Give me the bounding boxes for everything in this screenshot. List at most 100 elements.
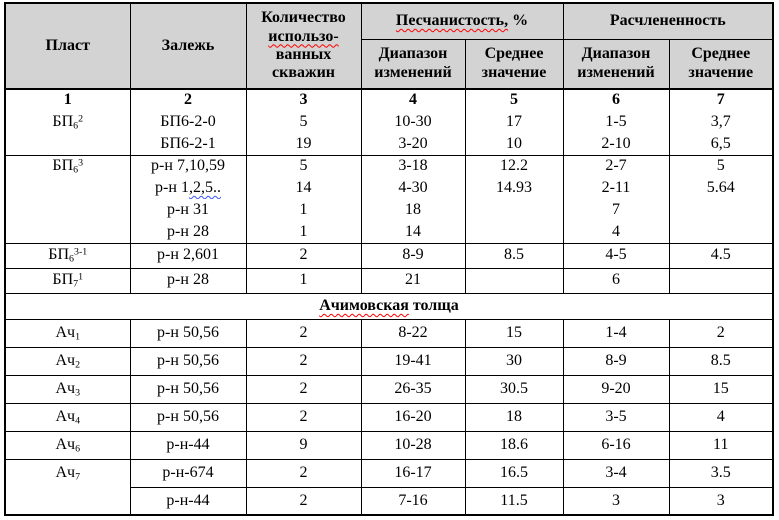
cell-wells: 19 bbox=[245, 133, 362, 156]
cell-zalezh: р-н-44 bbox=[129, 487, 247, 516]
table-row: БП6-2-1 19 3-20 10 2-10 6,5 bbox=[4, 133, 774, 156]
plast-sub: 7 bbox=[75, 470, 81, 482]
cell-zalezh: р-н 50,56 bbox=[129, 347, 247, 376]
cell-sand-mean: 16.5 bbox=[464, 459, 564, 488]
cell-wells: 2 bbox=[245, 459, 362, 488]
header-diss-range: Диапазон изменений bbox=[562, 38, 670, 90]
geology-parameters-table: Пласт Залежь Количество использо- ванных… bbox=[4, 2, 774, 516]
cell-diss-range: 7 bbox=[562, 199, 670, 221]
cell-diss-range: 1-5 bbox=[562, 111, 670, 133]
cell-wells: 2 bbox=[245, 403, 362, 432]
cell-diss-mean: 4 bbox=[668, 403, 774, 432]
cell-sand-mean: 30 bbox=[464, 347, 564, 376]
cell-diss-mean: 15 bbox=[668, 375, 774, 404]
table-row: Ач7 р-н-674 2 16-17 16.5 3-4 3.5 bbox=[4, 459, 774, 516]
cell-plast: БП62 bbox=[4, 111, 131, 133]
plast-sub: 6 bbox=[73, 120, 79, 132]
cell-diss-mean bbox=[668, 221, 774, 244]
cell-diss-mean: 5.64 bbox=[668, 177, 774, 199]
section-title: Ачимовская толща bbox=[5, 293, 773, 320]
plast-sup: 1 bbox=[78, 271, 84, 283]
table-row: р-н 1,2,5.. 14 4-30 14.93 2-11 5.64 bbox=[4, 177, 774, 199]
cell-sand-mean: 10 bbox=[464, 133, 564, 156]
cell-zalezh: р-н 2,601 bbox=[129, 243, 247, 269]
cell-sand-range: 14 bbox=[360, 221, 466, 244]
section-header-row: Ачимовская толща bbox=[5, 293, 773, 320]
cell-plast: БП71 bbox=[4, 268, 131, 294]
cell-plast: Ач7 bbox=[4, 459, 131, 516]
plast-base: БП bbox=[52, 156, 74, 174]
plast-base: Ач bbox=[55, 351, 76, 369]
cell-sand-mean: 30.5 bbox=[464, 375, 564, 404]
plast-sub: 6 bbox=[73, 164, 79, 176]
cell-zalezh: р-н 7,10,59 bbox=[129, 155, 247, 177]
plast-base: Ач bbox=[55, 407, 76, 425]
plast-sup: 3 bbox=[78, 157, 84, 169]
table-row: Ач2 р-н 50,56 2 19-41 30 8-9 8.5 bbox=[4, 347, 774, 376]
table-row: Ач3 р-н 50,56 2 26-35 30.5 9-20 15 bbox=[4, 375, 774, 404]
plast-sub: 1 bbox=[75, 331, 81, 343]
header-wells-line4: скважин bbox=[272, 64, 335, 82]
cell-zalezh: р-н-674 bbox=[129, 459, 247, 488]
cell-diss-range: 4 bbox=[562, 221, 670, 244]
cell-diss-mean bbox=[668, 268, 774, 294]
header-dissection-label: Расчлененность bbox=[609, 12, 726, 30]
col-number-5: 5 bbox=[464, 89, 564, 111]
header-sandiness-group: Песчанистость, % bbox=[360, 2, 564, 40]
plast-sup: 2 bbox=[78, 113, 84, 125]
plast-sub: 3 bbox=[75, 387, 81, 399]
cell-plast: Ач4 bbox=[4, 403, 131, 432]
table-row: Ач1 р-н 50,56 2 8-22 15 1-4 2 bbox=[4, 319, 774, 348]
cell-wells: 14 bbox=[245, 177, 362, 199]
zalezh-spellcheck-text: ,2,5.. bbox=[188, 178, 221, 196]
table-row: Ач6 р-н-44 9 10-28 18.6 6-16 11 bbox=[4, 431, 774, 460]
table-row: БП63-1 р-н 2,601 2 8-9 8.5 4-5 4.5 bbox=[4, 243, 774, 269]
cell-sand-mean bbox=[464, 268, 564, 294]
col-number-3: 3 bbox=[245, 89, 362, 111]
plast-sup: 3-1 bbox=[73, 246, 88, 258]
cell-sand-range: 7-16 bbox=[360, 487, 466, 516]
header-wells-line1: Количество bbox=[261, 9, 346, 27]
cell-sand-mean: 17 bbox=[464, 111, 564, 133]
plast-base: Ач bbox=[55, 323, 76, 341]
plast-sub: 2 bbox=[75, 359, 81, 371]
cell-plast bbox=[4, 221, 131, 244]
cell-diss-range: 9-20 bbox=[562, 375, 670, 404]
cell-sand-mean: 18.6 bbox=[464, 431, 564, 460]
col-number-2: 2 bbox=[129, 89, 247, 111]
header-plast-label: Пласт bbox=[45, 36, 90, 54]
cell-plast bbox=[4, 199, 131, 221]
cell-sand-mean: 8.5 bbox=[464, 243, 564, 269]
cell-diss-range: 2-7 bbox=[562, 155, 670, 177]
plast-sub: 7 bbox=[73, 278, 79, 290]
header-sandiness-word: Песчанистость, bbox=[395, 12, 509, 30]
cell-zalezh: р-н 1,2,5.. bbox=[129, 177, 247, 199]
cell-plast: Ач3 bbox=[4, 375, 131, 404]
cell-wells: 2 bbox=[245, 319, 362, 348]
cell-sand-range: 16-20 bbox=[360, 403, 466, 432]
cell-diss-mean: 2 bbox=[668, 319, 774, 348]
cell-sand-mean bbox=[464, 221, 564, 244]
cell-diss-range: 2-11 bbox=[562, 177, 670, 199]
cell-diss-mean: 11 bbox=[668, 431, 774, 460]
cell-sand-range: 26-35 bbox=[360, 375, 466, 404]
header-diss-mean: Среднее значение bbox=[668, 38, 774, 90]
table-row: Ач4 р-н 50,56 2 16-20 18 3-5 4 bbox=[4, 403, 774, 432]
header-wells-line3: ванных bbox=[275, 46, 332, 63]
cell-zalezh: р-н 31 bbox=[129, 199, 247, 221]
cell-diss-mean: 8.5 bbox=[668, 347, 774, 376]
cell-zalezh: БП6-2-1 bbox=[129, 133, 247, 156]
cell-diss-range: 4-5 bbox=[562, 243, 670, 269]
cell-sand-range: 10-30 bbox=[360, 111, 466, 133]
cell-zalezh: р-н-44 bbox=[129, 431, 247, 460]
cell-wells: 9 bbox=[245, 431, 362, 460]
plast-base: Ач bbox=[55, 379, 76, 397]
cell-plast: Ач1 bbox=[4, 319, 131, 348]
zalezh-text: р-н 1 bbox=[155, 178, 189, 196]
cell-diss-range: 6-16 bbox=[562, 431, 670, 460]
cell-sand-range: 16-17 bbox=[360, 459, 466, 488]
header-sandiness-pct: % bbox=[512, 12, 529, 30]
header-plast: Пласт bbox=[4, 2, 131, 90]
col-number-7: 7 bbox=[668, 89, 774, 111]
